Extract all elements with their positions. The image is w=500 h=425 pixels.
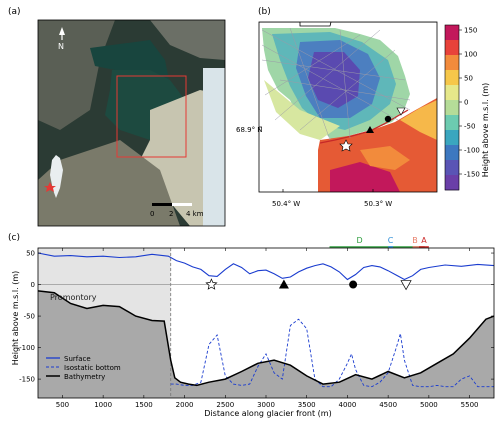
bathymetry-line — [37, 290, 495, 387]
colorbar-band — [445, 25, 459, 41]
colorbar-band — [445, 115, 459, 131]
scale-label-2: 2 — [169, 210, 173, 218]
colorbar-title: Height above m.s.l. (m) — [481, 83, 490, 177]
x-tick-label: 2500 — [216, 401, 234, 409]
y-tick-label: -100 — [19, 344, 35, 352]
x-tick-label: 4500 — [379, 401, 397, 409]
y-tick-label: -50 — [24, 313, 35, 321]
marker-star — [205, 278, 218, 290]
fjord-bathymetry-orange — [400, 100, 437, 140]
colorbar-band — [445, 130, 459, 146]
colorbar-band — [445, 175, 459, 191]
isostatic-bottom-line — [170, 318, 494, 388]
glacier-edge-yellow — [264, 80, 340, 140]
site-circle-icon — [384, 115, 392, 123]
fjord-bathymetry-mid — [360, 146, 410, 170]
x-tick-label: 3000 — [257, 401, 275, 409]
legend-surface: Surface — [64, 355, 91, 363]
x-tick-label: 2000 — [176, 401, 194, 409]
x-tick-label: 3500 — [298, 401, 316, 409]
site-label-A: A — [421, 236, 427, 245]
glacier-surface-purple — [308, 52, 360, 108]
x-tick-label: 4000 — [339, 401, 357, 409]
location-star-icon — [44, 182, 56, 192]
colorbar-band — [445, 55, 459, 71]
colorbar: 150 100 50 0 -50 -100 -150 — [444, 24, 480, 191]
terrain-bottom — [38, 140, 180, 226]
site-triangle-down-icon — [396, 107, 406, 116]
panel-b-map — [259, 22, 437, 192]
x-tick-label: 500 — [56, 401, 69, 409]
scale-label-0: 0 — [150, 210, 154, 218]
bathymetry-fill — [38, 290, 494, 398]
y-axis-label: Height above m.s.l. (m) — [11, 271, 20, 365]
panel-c-label: (c) — [8, 233, 20, 243]
scale-label-4km: 4 km — [186, 210, 204, 218]
legend-isostatic: Isostatic bottom — [64, 364, 121, 372]
legend-bathymetry: Bathymetry — [64, 373, 105, 381]
x-axis-label: Distance along glacier front (m) — [204, 409, 331, 418]
colorbar-band — [445, 160, 459, 176]
legend: Surface Isostatic bottom Bathymetry — [46, 355, 121, 381]
colorbar-tick-label: -50 — [464, 123, 475, 131]
colorbar-band — [445, 40, 459, 56]
panel-b-frame — [258, 21, 438, 193]
promontory-label: Promontory — [50, 293, 97, 302]
panel-a-frame — [37, 19, 226, 227]
x-tick-label: 5500 — [461, 401, 479, 409]
colorbar-tick-label: 0 — [464, 99, 468, 107]
colorbar-band — [445, 100, 459, 116]
colorbar-tick-label: 50 — [464, 75, 473, 83]
y-tick-label: 0 — [31, 281, 35, 289]
north-label: N — [58, 42, 64, 51]
site-label-C: C — [388, 236, 394, 245]
colorbar-tick-label: -100 — [464, 147, 480, 155]
colorbar-tick-label: 150 — [464, 27, 477, 35]
panel-b-label: (b) — [258, 7, 271, 17]
study-area-box — [116, 75, 187, 158]
surface-line — [37, 252, 495, 281]
site-label-D: D — [357, 236, 363, 245]
lon-label-west: 50.4° W — [272, 200, 300, 208]
lon-label-east: 50.3° W — [364, 200, 392, 208]
panel-a-map: N 0 2 4 km — [38, 20, 225, 226]
colorbar-band — [445, 70, 459, 86]
colorbar-tick-label: -150 — [464, 171, 480, 179]
colorbar-tick-label: 100 — [464, 51, 477, 59]
fjord-bathymetry-deep — [330, 162, 400, 192]
y-tick-label: -150 — [19, 376, 35, 384]
x-tick-label: 1000 — [94, 401, 112, 409]
colorbar-band — [445, 145, 459, 161]
x-tick-label: 5000 — [420, 401, 438, 409]
x-tick-label: 1500 — [135, 401, 153, 409]
site-label-B: B — [412, 236, 418, 245]
ice-edge-strip — [203, 68, 225, 226]
panel-a-label: (a) — [8, 7, 21, 17]
flight-lines — [261, 27, 411, 141]
terrain-top-right — [150, 20, 225, 60]
lat-label: 68.9° N — [236, 126, 263, 134]
north-arrow-icon — [59, 27, 65, 35]
site-triangle-up-icon — [366, 126, 374, 133]
colorbar-band — [445, 85, 459, 101]
site-star-icon — [339, 139, 353, 152]
y-tick-label: 50 — [26, 250, 35, 258]
marker-triangle-down — [400, 280, 412, 291]
marker-triangle-up — [278, 279, 289, 289]
scale-bar-segment — [172, 203, 192, 206]
marker-circle — [349, 280, 358, 289]
